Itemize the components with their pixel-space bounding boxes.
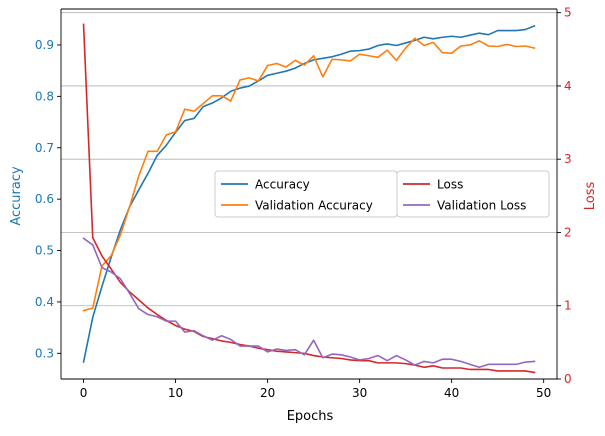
y-axis-right-label: Loss — [583, 182, 598, 211]
y-left-tick-label: 0.5 — [35, 244, 54, 258]
y-right-tick-label: 3 — [564, 152, 572, 166]
legend-loss: Loss Validation Loss — [396, 170, 550, 218]
y-left-tick-label: 0.9 — [35, 38, 54, 52]
series-line-accuracy — [82, 24, 536, 363]
y-left-tick-label: 0.8 — [35, 89, 54, 103]
x-tick-label: 0 — [80, 386, 88, 400]
x-tick-label: 10 — [168, 386, 183, 400]
legend-accuracy: Accuracy Validation Accuracy — [214, 170, 398, 218]
series-line-loss — [82, 23, 536, 374]
y-left-tick-label: 0.3 — [35, 346, 54, 360]
x-tick-label: 30 — [352, 386, 367, 400]
y-right-tick-label: 1 — [564, 299, 572, 313]
y-right-tick-label: 4 — [564, 79, 572, 93]
series-layer — [82, 23, 536, 374]
y-left-tick-label: 0.7 — [35, 141, 54, 155]
legend-box — [396, 170, 550, 218]
y-right-tick-label: 2 — [564, 225, 572, 239]
y-axis-left-label: Accuracy — [9, 166, 24, 226]
series-line-validation-loss — [82, 237, 536, 369]
y-left-tick-label: 0.4 — [35, 295, 54, 309]
x-tick-label: 20 — [260, 386, 275, 400]
legend-label: Validation Accuracy — [255, 199, 373, 213]
series-line-validation-accuracy — [82, 37, 536, 312]
y-left-tick-label: 0.6 — [35, 192, 54, 206]
y-right-tick-label: 0 — [564, 372, 572, 386]
x-tick-label: 40 — [444, 386, 459, 400]
x-axis-label: Epochs — [287, 409, 334, 424]
axes-layer — [60, 8, 558, 380]
x-tick-label: 50 — [536, 386, 551, 400]
ticks-layer: 0 10 20 30 40 50 0.3 0.4 0.5 0.6 0.7 0.8 0.9 0 1 2 3 4 5 — [35, 6, 572, 400]
legend-label: Accuracy — [255, 178, 310, 192]
legend-label: Validation Loss — [437, 199, 526, 213]
legend-label: Loss — [437, 178, 463, 192]
y-right-tick-label: 5 — [564, 6, 572, 20]
